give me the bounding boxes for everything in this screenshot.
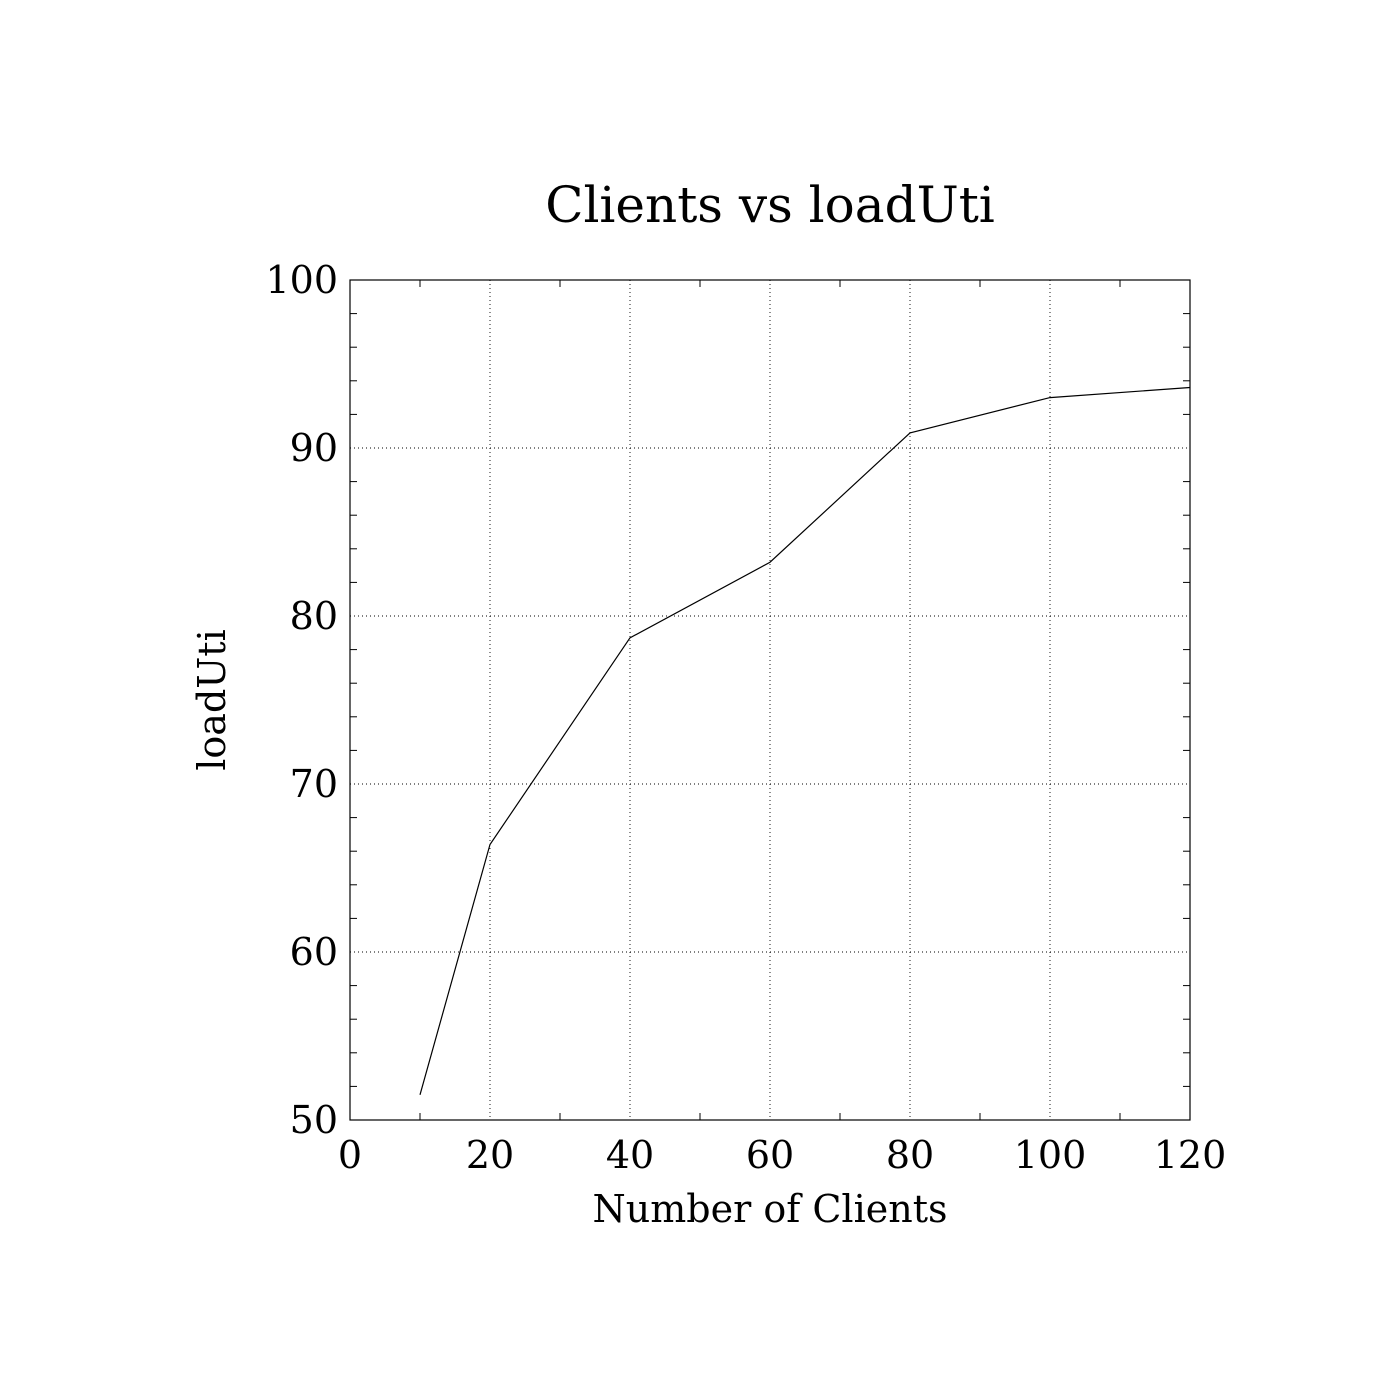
- y-tick-label: 70: [290, 762, 338, 806]
- chart-title: Clients vs loadUti: [545, 176, 995, 234]
- y-tick-label: 60: [290, 930, 338, 974]
- series-layer: [419, 386, 1191, 1095]
- x-tick-label: 80: [886, 1133, 934, 1177]
- y-tick-label: 50: [290, 1098, 338, 1142]
- y-tick-label: 100: [265, 258, 338, 302]
- plot-area-frame: [349, 279, 1191, 1121]
- x-tick-label: 60: [746, 1133, 794, 1177]
- grid-layer: [350, 280, 1190, 1120]
- y-tick-label: 90: [290, 426, 338, 470]
- x-tick-label: 40: [606, 1133, 654, 1177]
- minor-ticks: [350, 280, 1190, 1120]
- x-axis-label: Number of Clients: [593, 1187, 948, 1231]
- x-axis-ticks: 0 20 40 60 80 100 120: [338, 1133, 1226, 1177]
- x-tick-label: 100: [1014, 1133, 1087, 1177]
- series-line: [419, 386, 1191, 1095]
- x-tick-label: 0: [338, 1133, 362, 1177]
- y-axis-ticks: 50 60 70 80 90 100: [265, 258, 338, 1142]
- x-tick-label: 120: [1154, 1133, 1227, 1177]
- y-tick-label: 80: [290, 594, 338, 638]
- y-axis-label: loadUti: [190, 629, 234, 770]
- x-tick-label: 20: [466, 1133, 514, 1177]
